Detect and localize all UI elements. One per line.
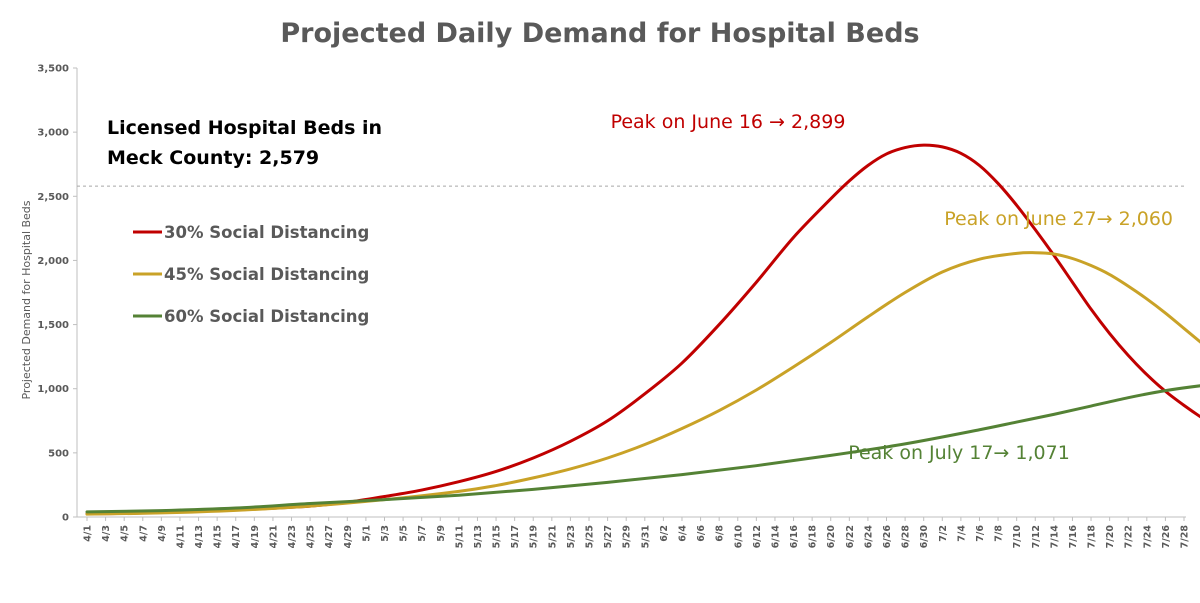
x-tick-label: 7/26: [1161, 525, 1172, 549]
x-tick-label: 5/13: [473, 525, 484, 548]
reference-label-line1: Licensed Hospital Beds in: [107, 117, 382, 139]
x-tick-label: 5/17: [510, 525, 521, 548]
y-tick-label: 1,000: [37, 384, 69, 395]
x-tick-label: 7/2: [938, 525, 949, 542]
y-tick-label: 0: [62, 513, 69, 524]
x-tick-label: 4/23: [287, 525, 298, 548]
x-tick-label: 6/16: [789, 525, 800, 549]
x-tick-label: 7/22: [1124, 525, 1135, 548]
y-axis-label: Projected Demand for Hospital Beds: [20, 200, 33, 399]
x-tick-label: 7/24: [1142, 525, 1153, 549]
x-tick-label: 4/17: [231, 525, 242, 548]
y-tick-label: 2,500: [37, 192, 69, 203]
x-tick-label: 4/7: [138, 525, 149, 542]
x-tick-label: 4/25: [306, 525, 317, 548]
x-tick-label: 6/8: [715, 525, 726, 542]
x-tick-label: 4/15: [213, 525, 224, 548]
x-tick-label: 5/21: [547, 525, 558, 548]
x-tick-label: 4/3: [101, 525, 112, 542]
x-tick-label: 5/9: [436, 525, 447, 542]
y-tick-label: 3,000: [37, 128, 69, 139]
x-tick-label: 7/18: [1087, 525, 1098, 549]
x-tick-label: 5/15: [492, 525, 503, 548]
x-tick-label: 6/2: [659, 525, 670, 542]
y-tick-label: 2,000: [37, 256, 69, 267]
legend-45-percent-label: 45% Social Distancing: [164, 265, 369, 284]
x-tick-label: 6/6: [696, 525, 707, 542]
plot-area: 0 500 1,000 1,500 2,000 2,500 3,000 3,500 4/1 4/3…: [37, 64, 1200, 549]
x-tick-label: 4/9: [157, 525, 168, 542]
y-tick-label: 500: [48, 448, 69, 459]
x-tick-label: 7/6: [975, 525, 986, 542]
x-tick-label: 5/3: [380, 525, 391, 542]
legend-60-percent-label: 60% Social Distancing: [164, 307, 369, 326]
x-tick-label: 6/22: [845, 525, 856, 548]
x-tick-label: 5/5: [399, 525, 410, 542]
x-tick-label: 6/10: [733, 525, 744, 549]
x-tick-label: 4/29: [343, 525, 354, 548]
x-tick-label: 6/28: [901, 525, 912, 549]
x-tick-label: 7/16: [1068, 525, 1079, 549]
x-tick-label: 6/18: [808, 525, 819, 549]
x-tick-label: 7/20: [1105, 525, 1116, 549]
x-tick-label: 6/24: [863, 525, 874, 549]
series-line-60-percent: [85, 384, 1200, 514]
x-tick-label: 4/1: [83, 525, 94, 542]
series-line-45-percent: [85, 251, 1200, 516]
x-tick-label: 7/14: [1049, 525, 1060, 549]
x-tick-label: 7/28: [1180, 525, 1191, 549]
chart-title: Projected Daily Demand for Hospital Beds: [280, 18, 919, 49]
x-tick-label: 5/1: [361, 525, 372, 542]
x-tick-label: 4/27: [324, 525, 335, 548]
x-tick-label: 4/19: [250, 525, 261, 548]
x-tick-label: 6/12: [752, 525, 763, 548]
peak-annotation-60-percent: Peak on July 17→ 1,071: [848, 442, 1070, 464]
x-tick-label: 4/21: [268, 525, 279, 548]
x-tick-label: 6/20: [826, 525, 837, 549]
x-tick-label: 5/23: [566, 525, 577, 548]
x-tick-label: 5/29: [622, 525, 633, 548]
x-tick-label: 5/7: [417, 525, 428, 542]
x-tick-label: 5/11: [454, 525, 465, 548]
legend-30-percent-label: 30% Social Distancing: [164, 223, 369, 242]
x-tick-label: 6/30: [919, 525, 930, 549]
x-tick-label: 7/4: [956, 525, 967, 542]
x-tick-label: 5/19: [529, 525, 540, 548]
x-tick-label: 5/25: [585, 525, 596, 548]
x-tick-label: 5/31: [640, 525, 651, 548]
y-tick-label: 3,500: [37, 64, 69, 75]
peak-annotation-45-percent: Peak on June 27→ 2,060: [944, 208, 1173, 230]
x-tick-label: 6/4: [677, 525, 688, 542]
x-tick-label: 6/26: [882, 525, 893, 549]
x-tick-label: 5/27: [603, 525, 614, 548]
x-tick-label: 7/10: [1012, 525, 1023, 549]
x-tick-label: 6/14: [770, 525, 781, 549]
x-tick-label: 4/5: [120, 525, 131, 542]
x-tick-label: 7/8: [994, 525, 1005, 542]
x-tick-label: 4/13: [194, 525, 205, 548]
peak-annotation-30-percent: Peak on June 16 → 2,899: [611, 111, 846, 133]
x-tick-label: 7/12: [1031, 525, 1042, 548]
reference-label-line2: Meck County: 2,579: [107, 147, 319, 169]
x-tick-label: 4/11: [175, 525, 186, 548]
y-tick-label: 1,500: [37, 320, 69, 331]
